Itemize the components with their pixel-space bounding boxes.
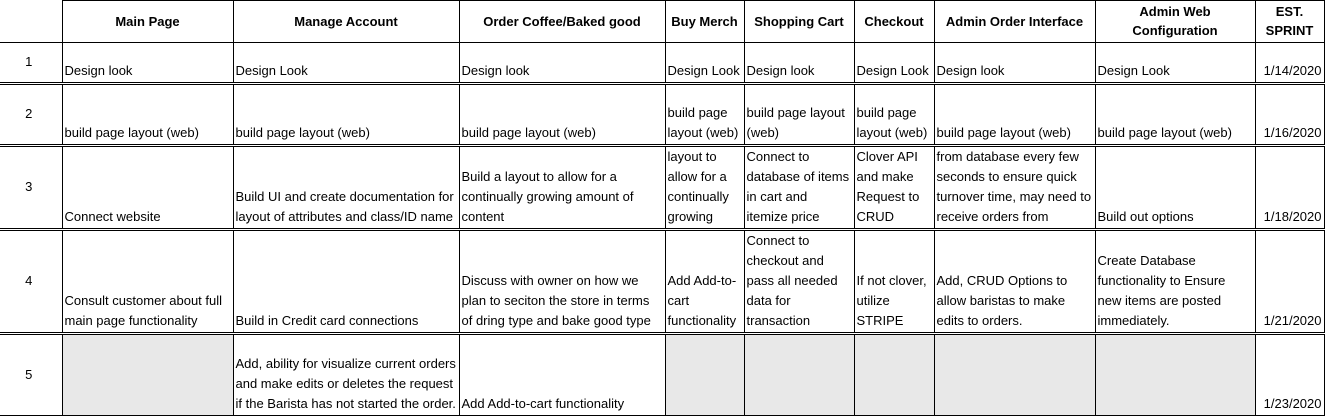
cell-order-coffee: Add Add-to-cart functionality — [458, 333, 666, 416]
cell-admin-web-configuration — [1094, 333, 1256, 416]
cell-main-page: build page layout (web) — [61, 83, 234, 147]
cell-buy-merch: Design Look — [664, 42, 745, 85]
cell-buy-merch: Add Add-to-cart functionality — [664, 229, 745, 335]
cell-manage-account: build page layout (web) — [232, 83, 460, 147]
cell-order-coffee: Design look — [458, 42, 666, 85]
table-row: 5 Add, ability for visualize current ord… — [0, 333, 1325, 416]
table-row: 3 Connect website Build UI and create do… — [0, 145, 1325, 231]
header-buy-merch: Buy Merch — [664, 0, 745, 43]
cell-est-sprint: 1/21/2020 — [1254, 229, 1325, 335]
header-order-coffee: Order Coffee/Baked good — [458, 0, 666, 43]
cell-manage-account: Build in Credit card connections — [232, 229, 460, 335]
cell-checkout: If not clover, utilize STRIPE — [853, 229, 935, 335]
cell-buy-merch: build page layout (web) — [664, 83, 745, 147]
cell-main-page: Consult customer about full main page fu… — [61, 229, 234, 335]
row-number: 2 — [0, 83, 63, 147]
cell-shopping-cart: Connect to checkout and pass all needed … — [743, 229, 855, 335]
cell-order-coffee: Build a layout to allow for a continuall… — [458, 145, 666, 231]
cell-order-coffee: Discuss with owner on how we plan to sec… — [458, 229, 666, 335]
cell-buy-merch: layout to allow for a continually growin… — [664, 145, 745, 231]
header-manage-account: Manage Account — [232, 0, 460, 43]
cell-est-sprint: 1/14/2020 — [1254, 42, 1325, 85]
cell-shopping-cart: build page layout (web) — [743, 83, 855, 147]
row-number: 1 — [0, 42, 63, 85]
table-row: 2 build page layout (web) build page lay… — [0, 83, 1325, 147]
header-row: Main Page Manage Account Order Coffee/Ba… — [0, 0, 1325, 43]
header-checkout: Checkout — [853, 0, 935, 43]
corner-header — [0, 0, 63, 43]
cell-checkout: build page layout (web) — [853, 83, 935, 147]
cell-checkout — [853, 333, 935, 416]
header-main-page: Main Page — [61, 0, 234, 43]
cell-shopping-cart: Connect to database of items in cart and… — [743, 145, 855, 231]
cell-admin-order-interface: build page layout (web) — [933, 83, 1096, 147]
cell-shopping-cart — [743, 333, 855, 416]
cell-manage-account: Design Look — [232, 42, 460, 85]
cell-checkout: Clover API and make Request to CRUD — [853, 145, 935, 231]
cell-buy-merch — [664, 333, 745, 416]
cell-manage-account: Build UI and create documentation for la… — [232, 145, 460, 231]
cell-manage-account: Add, ability for visualize current order… — [232, 333, 460, 416]
cell-admin-order-interface: from database every few seconds to ensur… — [933, 145, 1096, 231]
cell-est-sprint: 1/16/2020 — [1254, 83, 1325, 147]
cell-admin-order-interface: Design look — [933, 42, 1096, 85]
cell-est-sprint: 1/18/2020 — [1254, 145, 1325, 231]
cell-admin-web-configuration: Build out options — [1094, 145, 1256, 231]
header-admin-order-interface: Admin Order Interface — [933, 0, 1096, 43]
cell-est-sprint: 1/23/2020 — [1254, 333, 1325, 416]
cell-admin-web-configuration: Design Look — [1094, 42, 1256, 85]
cell-shopping-cart: Design look — [743, 42, 855, 85]
table-row: 4 Consult customer about full main page … — [0, 229, 1325, 335]
cell-main-page — [61, 333, 234, 416]
cell-admin-order-interface: Add, CRUD Options to allow baristas to m… — [933, 229, 1096, 335]
cell-admin-order-interface — [933, 333, 1096, 416]
header-admin-web-configuration: Admin Web Configuration — [1094, 0, 1256, 43]
cell-main-page: Design look — [61, 42, 234, 85]
cell-order-coffee: build page layout (web) — [458, 83, 666, 147]
cell-main-page: Connect website — [61, 145, 234, 231]
header-est-sprint: EST. SPRINT — [1254, 0, 1325, 43]
cell-admin-web-configuration: Create Database functionality to Ensure … — [1094, 229, 1256, 335]
row-number: 3 — [0, 145, 63, 231]
table-row: 1 Design look Design Look Design look De… — [0, 42, 1325, 85]
row-number: 4 — [0, 229, 63, 335]
row-number: 5 — [0, 333, 63, 416]
cell-admin-web-configuration: build page layout (web) — [1094, 83, 1256, 147]
header-shopping-cart: Shopping Cart — [743, 0, 855, 43]
cell-checkout: Design Look — [853, 42, 935, 85]
